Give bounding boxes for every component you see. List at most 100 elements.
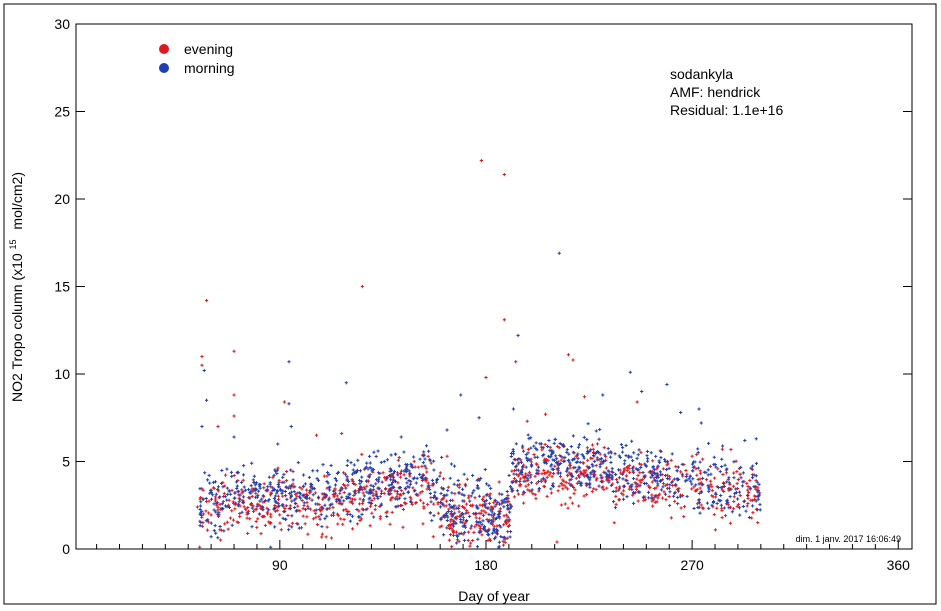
point-morning: [530, 488, 534, 492]
point-evening: [506, 493, 510, 498]
point-morning: [261, 508, 265, 512]
point-evening: [502, 523, 506, 527]
point-morning: [403, 497, 407, 501]
point-morning: [497, 544, 501, 548]
point-morning: [359, 479, 364, 484]
point-evening: [378, 494, 382, 498]
point-morning: [521, 449, 526, 453]
point-evening: [526, 488, 530, 492]
point-evening: [605, 477, 609, 482]
point-morning: [459, 393, 463, 397]
point-morning: [284, 494, 288, 498]
point-evening: [585, 446, 589, 450]
point-evening: [738, 493, 742, 498]
point-morning: [345, 512, 349, 516]
point-morning: [281, 516, 285, 520]
point-evening: [420, 478, 425, 483]
point-morning: [349, 461, 353, 465]
point-morning: [641, 495, 646, 499]
point-evening: [293, 492, 298, 496]
point-evening: [338, 491, 342, 495]
point-evening: [674, 465, 678, 469]
point-morning: [308, 488, 312, 493]
point-morning: [678, 495, 683, 499]
point-morning: [221, 485, 225, 489]
point-morning: [315, 469, 319, 473]
point-morning: [468, 499, 472, 503]
point-evening: [251, 504, 255, 508]
point-morning: [479, 476, 483, 480]
point-evening: [244, 507, 248, 511]
point-morning: [727, 481, 732, 485]
point-morning: [256, 489, 261, 493]
point-morning: [667, 466, 671, 471]
point-morning: [412, 455, 416, 459]
point-evening: [556, 460, 560, 464]
point-morning: [557, 251, 561, 255]
point-morning: [591, 469, 595, 473]
point-evening: [342, 517, 346, 522]
point-evening: [317, 515, 321, 519]
point-morning: [430, 518, 434, 523]
scatter-points: [195, 158, 762, 550]
point-morning: [303, 508, 308, 512]
point-morning: [451, 505, 455, 510]
point-morning: [644, 481, 648, 486]
point-morning: [432, 494, 437, 498]
point-morning: [730, 510, 734, 514]
point-evening: [494, 502, 499, 506]
point-morning: [364, 508, 368, 512]
point-morning: [567, 452, 571, 456]
point-evening: [529, 460, 533, 464]
point-evening: [288, 504, 292, 508]
point-evening: [205, 528, 210, 532]
point-evening: [325, 525, 329, 529]
point-morning: [647, 496, 651, 500]
point-morning: [750, 504, 755, 508]
point-evening: [501, 539, 505, 543]
point-evening: [636, 473, 640, 478]
point-evening: [469, 541, 473, 545]
point-evening: [699, 503, 703, 507]
point-evening: [346, 483, 350, 487]
point-morning: [582, 456, 586, 460]
point-evening: [555, 444, 560, 449]
point-evening: [290, 521, 295, 525]
point-evening: [602, 446, 606, 450]
point-morning: [624, 443, 628, 448]
point-evening: [455, 538, 460, 542]
point-evening: [269, 491, 273, 495]
point-evening: [381, 471, 385, 475]
point-morning: [383, 487, 388, 491]
point-morning: [254, 495, 258, 499]
point-evening: [477, 511, 481, 515]
point-morning: [395, 490, 399, 494]
point-evening: [543, 412, 548, 416]
point-evening: [746, 488, 750, 492]
point-morning: [579, 483, 583, 487]
point-morning: [587, 450, 591, 454]
point-morning: [311, 493, 315, 497]
point-morning: [541, 476, 545, 480]
point-morning: [487, 494, 491, 498]
point-morning: [212, 529, 216, 533]
point-morning: [659, 449, 663, 454]
point-morning: [455, 541, 459, 545]
point-evening: [372, 497, 376, 501]
point-morning: [732, 476, 736, 480]
point-morning: [348, 512, 352, 517]
point-morning: [220, 468, 224, 473]
point-morning: [481, 513, 486, 517]
point-evening: [358, 497, 362, 501]
point-morning: [434, 480, 439, 484]
point-morning: [199, 520, 203, 525]
point-morning: [366, 467, 370, 471]
point-morning: [283, 517, 287, 522]
point-morning: [611, 470, 615, 475]
point-evening: [708, 464, 712, 468]
point-evening: [582, 494, 586, 498]
point-morning: [212, 502, 216, 506]
point-morning: [536, 465, 541, 469]
point-morning: [394, 505, 398, 509]
point-morning: [756, 488, 760, 493]
